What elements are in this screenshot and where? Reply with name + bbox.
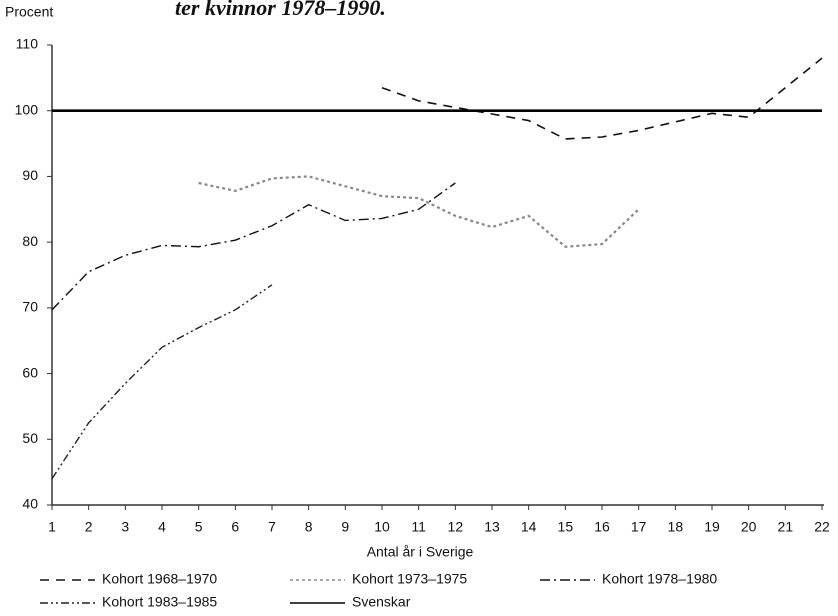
x-tick-label: 19 [704, 519, 720, 535]
x-tick-label: 11 [411, 519, 426, 535]
x-tick-label: 18 [668, 519, 684, 535]
legend-label: Kohort 1978–1980 [602, 571, 717, 587]
x-tick-label: 13 [484, 519, 500, 535]
series-line [51, 182, 456, 311]
x-axis-label: Antal år i Sverige [367, 544, 474, 560]
x-tick-label: 17 [631, 519, 647, 535]
y-axis-label: Procent [5, 4, 53, 20]
x-tick-label: 1 [48, 519, 56, 535]
x-tick-label: 5 [195, 519, 203, 535]
x-tick-label: 21 [778, 519, 794, 535]
x-tick-label: 22 [814, 519, 830, 535]
x-tick-label: 7 [268, 519, 276, 535]
series-line [198, 175, 640, 248]
y-tick-label: 90 [22, 167, 38, 183]
chart-title: ter kvinnor 1978–1990. [175, 0, 386, 20]
x-tick-label: 15 [558, 519, 574, 535]
x-tick-label: 2 [85, 519, 93, 535]
y-tick-label: 100 [15, 101, 39, 117]
y-tick-label: 60 [22, 364, 38, 380]
y-tick-label: 40 [22, 496, 38, 512]
x-tick-label: 20 [741, 519, 757, 535]
x-tick-label: 3 [121, 519, 129, 535]
y-tick-label: 50 [22, 430, 38, 446]
series-line [51, 284, 273, 480]
legend-label: Kohort 1968–1970 [102, 571, 217, 587]
x-tick-label: 8 [305, 519, 313, 535]
y-tick-label: 110 [16, 36, 39, 52]
x-tick-label: 4 [158, 519, 166, 535]
x-tick-label: 10 [374, 519, 390, 535]
y-tick-label: 80 [22, 233, 38, 249]
x-tick-label: 9 [341, 519, 349, 535]
x-tick-label: 6 [231, 519, 239, 535]
x-tick-label: 16 [594, 519, 610, 535]
x-tick-label: 14 [521, 519, 537, 535]
legend-label: Svenskar [352, 594, 411, 610]
y-tick-label: 70 [22, 299, 38, 315]
series-line [381, 57, 823, 140]
x-tick-label: 12 [448, 519, 464, 535]
legend-label: Kohort 1973–1975 [352, 571, 467, 587]
legend-label: Kohort 1983–1985 [102, 594, 217, 610]
